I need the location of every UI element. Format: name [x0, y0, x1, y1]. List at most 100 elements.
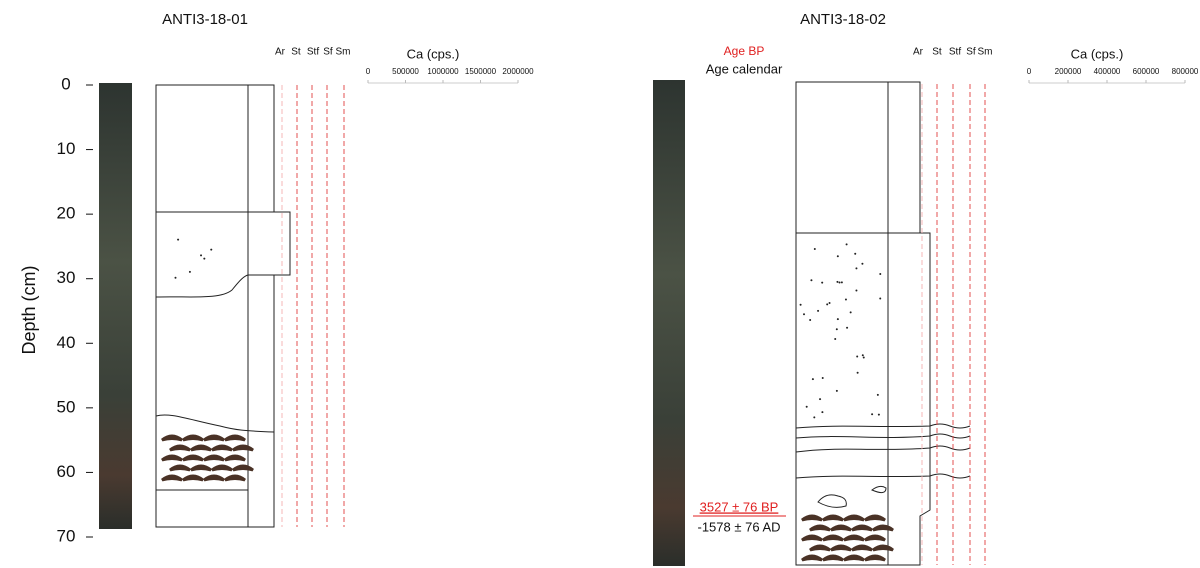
sand-dot	[855, 267, 858, 270]
column-label: Ar	[275, 47, 286, 58]
pebble	[211, 464, 233, 472]
pebble	[161, 454, 183, 462]
depth-axis-label: Depth (cm)	[19, 265, 39, 354]
sand-dot	[817, 309, 820, 312]
column-label: Stf	[949, 47, 961, 58]
sand-dot	[838, 281, 841, 284]
x-tick-label: 2000000	[502, 67, 534, 76]
sand-dot	[879, 273, 882, 276]
sand-dot	[821, 376, 824, 379]
sand-dot	[813, 416, 816, 419]
y-tick-label: 20	[57, 204, 76, 223]
sand-dot	[871, 413, 874, 416]
pebble	[801, 554, 823, 562]
pebble	[224, 434, 246, 442]
x-tick-label: 500000	[392, 67, 419, 76]
x-tick-label: 800000	[1172, 67, 1199, 76]
sand-dot	[836, 255, 839, 258]
sand-dot	[844, 298, 847, 301]
lithology-log	[795, 81, 971, 566]
x-tick-label: 600000	[1133, 67, 1160, 76]
lithology-symbols	[161, 238, 894, 562]
sand-dot	[819, 398, 822, 401]
age-header: Age calendar	[706, 61, 783, 76]
sand-dot	[846, 326, 849, 329]
column-label: Sm	[336, 47, 351, 58]
pebble	[232, 464, 254, 472]
pebble	[864, 534, 886, 542]
sand-dot	[810, 279, 813, 282]
pebble	[822, 514, 844, 522]
pebble	[830, 544, 852, 552]
pebble	[851, 524, 873, 532]
column-label: Sf	[323, 47, 333, 58]
sand-dot	[821, 281, 824, 284]
pebble	[169, 464, 191, 472]
pebble	[203, 454, 225, 462]
sand-dot	[805, 405, 808, 408]
sand-dot	[849, 311, 852, 314]
x-tick-label: 200000	[1055, 67, 1082, 76]
pebble	[190, 464, 212, 472]
core-title: ANTI3-18-01	[162, 11, 248, 28]
sand-dot	[861, 262, 864, 265]
sand-dot	[803, 313, 806, 316]
x-tick-label: 1000000	[427, 67, 459, 76]
age-calendar: -1578 ± 76 AD	[697, 519, 780, 534]
pebble	[182, 454, 204, 462]
sand-dot	[835, 328, 838, 331]
pebble	[224, 474, 246, 482]
x-axis-label: Ca (cps.)	[407, 46, 460, 61]
pebble	[809, 524, 831, 532]
core-title: ANTI3-18-02	[800, 11, 886, 28]
sand-dot	[200, 254, 203, 257]
sand-dot	[856, 371, 859, 374]
sand-dot	[811, 378, 814, 381]
pebble	[161, 474, 183, 482]
pebble	[843, 554, 865, 562]
sand-dot	[210, 248, 213, 251]
sand-dot	[826, 303, 829, 306]
pebble	[801, 514, 823, 522]
sand-dot	[879, 297, 882, 300]
lithology-log	[155, 84, 291, 528]
pebble	[843, 534, 865, 542]
column-label: Stf	[307, 47, 319, 58]
pebble	[224, 454, 246, 462]
sand-dot	[861, 354, 864, 357]
pebble	[203, 434, 225, 442]
pebble	[872, 544, 894, 552]
y-tick-label: 0	[61, 74, 70, 93]
x-axis-label: Ca (cps.)	[1071, 46, 1124, 61]
pebble	[843, 514, 865, 522]
sand-dot	[836, 280, 839, 283]
pebble	[169, 444, 191, 452]
x-tick-label: 1500000	[465, 67, 497, 76]
y-tick-label: 30	[57, 268, 76, 287]
sand-dot	[862, 356, 865, 359]
sand-dot	[840, 281, 843, 284]
core-photo	[99, 83, 132, 529]
sand-dot	[809, 318, 812, 321]
sand-dot	[203, 257, 206, 260]
column-label: Sf	[966, 47, 976, 58]
sand-dot	[854, 252, 857, 255]
pebble	[822, 534, 844, 542]
column-label: St	[932, 47, 942, 58]
x-tick-label: 400000	[1094, 67, 1121, 76]
pebble	[203, 474, 225, 482]
sand-dot	[813, 248, 816, 251]
pebble	[830, 524, 852, 532]
y-tick-label: 50	[57, 397, 76, 416]
age-bp: 3527 ± 76 BP	[700, 499, 779, 514]
sand-dot	[835, 389, 838, 392]
sand-dot	[836, 318, 839, 321]
y-tick-label: 10	[57, 139, 76, 158]
y-tick-label: 40	[57, 333, 76, 352]
sand-dot	[828, 302, 831, 305]
x-tick-label: 0	[366, 67, 371, 76]
pebble	[801, 534, 823, 542]
sand-dot	[834, 338, 837, 341]
pebble	[864, 554, 886, 562]
